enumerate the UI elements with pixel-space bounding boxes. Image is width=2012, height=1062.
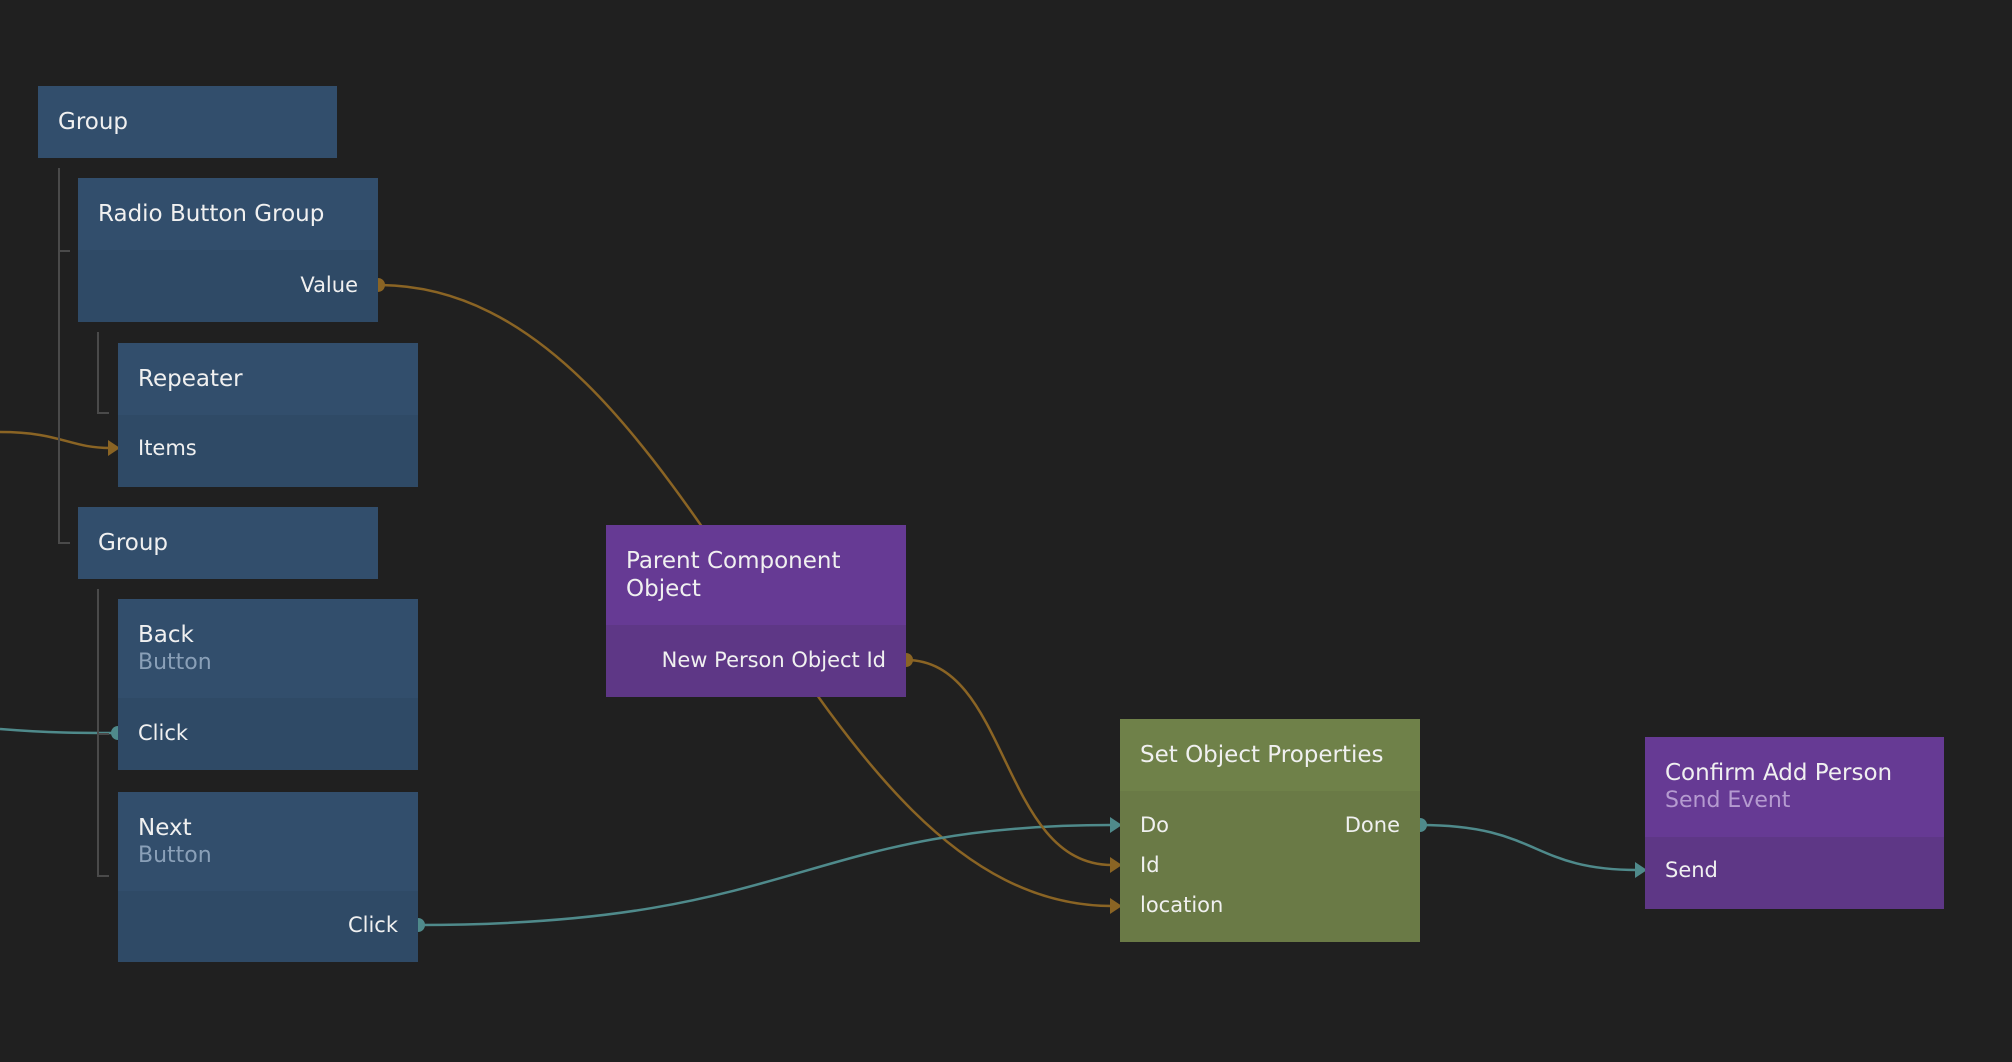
node-group-2[interactable]: Group: [78, 507, 378, 579]
port-items[interactable]: Items: [138, 436, 197, 460]
node-type: Button: [138, 842, 212, 868]
port-arrow-do: [1110, 817, 1122, 833]
node-back-button[interactable]: Back Button Click: [118, 599, 418, 770]
node-title: Set Object Properties: [1140, 742, 1384, 768]
port-arrow-send: [1635, 862, 1647, 878]
tree-line-group2: [97, 589, 99, 876]
node-type: Button: [138, 649, 212, 675]
node-title: Group: [58, 109, 129, 135]
wire-person-id-to-id[interactable]: [905, 658, 1113, 867]
port-arrow-id: [1110, 857, 1122, 873]
port-click[interactable]: Click: [347, 913, 398, 937]
port-location[interactable]: location: [1140, 893, 1224, 917]
wire-next-click-to-do[interactable]: [417, 823, 1113, 927]
node-title: Next: [138, 814, 192, 841]
port-send[interactable]: Send: [1665, 858, 1718, 882]
node-title: Group: [98, 530, 169, 556]
node-group[interactable]: Group: [38, 86, 337, 158]
node-next-button[interactable]: Next Button Click: [118, 792, 418, 962]
port-do[interactable]: Do: [1140, 813, 1170, 837]
node-title: Parent Component Object: [626, 548, 841, 602]
port-click[interactable]: Click: [138, 721, 189, 745]
node-title: Confirm Add Person: [1665, 760, 1893, 786]
node-type: Send Event: [1665, 788, 1791, 813]
wire-items-input[interactable]: [0, 430, 111, 450]
node-set-object-properties[interactable]: Set Object Properties Do Id location Don…: [1120, 719, 1420, 942]
port-value[interactable]: Value: [300, 273, 358, 297]
node-radio-button-group[interactable]: Radio Button Group Value: [78, 178, 378, 322]
node-title: Back: [138, 621, 194, 648]
tree-tick: [58, 250, 70, 252]
node-parent-component-object[interactable]: Parent Component Object New Person Objec…: [606, 525, 906, 697]
tree-line-radio-group: [97, 332, 99, 413]
tree-tick: [97, 733, 109, 735]
port-id[interactable]: Id: [1140, 853, 1160, 877]
node-repeater[interactable]: Repeater Items: [118, 343, 418, 487]
tree-line-group1: [58, 168, 60, 543]
wire-done-to-send[interactable]: [1419, 823, 1638, 872]
tree-tick: [97, 412, 109, 414]
wire-back-click[interactable]: [0, 727, 119, 735]
port-arrow-location: [1110, 898, 1122, 914]
tree-tick: [58, 542, 70, 544]
port-arrow-items: [108, 440, 120, 456]
node-title: Repeater: [138, 366, 243, 392]
node-title: Radio Button Group: [98, 201, 325, 227]
tree-tick: [97, 875, 109, 877]
port-done[interactable]: Done: [1344, 813, 1400, 837]
port-new-person-object-id[interactable]: New Person Object Id: [661, 648, 886, 672]
node-confirm-add-person[interactable]: Confirm Add Person Send Event Send: [1645, 737, 1944, 909]
